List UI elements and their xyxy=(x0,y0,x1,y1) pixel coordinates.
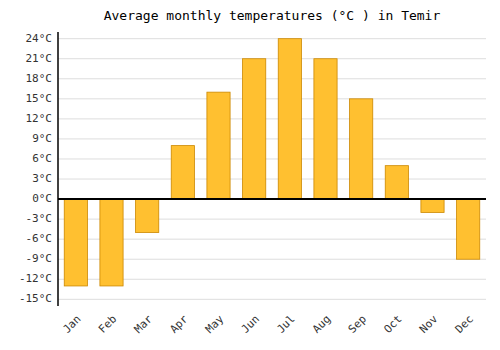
x-tick-label: May xyxy=(203,312,227,336)
x-tick-label: Apr xyxy=(167,312,191,336)
title: Average monthly temperatures (°C ) in Te… xyxy=(104,8,441,23)
y-tick-label: 9°C xyxy=(32,132,52,145)
grid-line xyxy=(58,179,486,180)
grid-line xyxy=(58,98,486,99)
bar xyxy=(207,92,230,199)
y-tick-label: 6°C xyxy=(32,152,52,165)
baseline xyxy=(58,198,486,200)
x-tick-label: Nov xyxy=(417,312,441,336)
grid-line xyxy=(58,78,486,79)
bar xyxy=(136,199,159,232)
grid-line xyxy=(58,118,486,119)
chart: -15°C -12°C -9°C -6°C -3°C 0°C 3°C 6°C 9°C 12°C 15… xyxy=(0,0,500,350)
x-tick-label: Aug xyxy=(310,313,333,336)
grid-line xyxy=(58,138,486,139)
bar xyxy=(457,199,480,259)
x-axis: Jan Feb Mar Apr May Jun Jul Aug Sep Oct Nov Dec xyxy=(60,312,476,336)
y-axis-line xyxy=(57,32,59,306)
bar xyxy=(385,166,408,199)
y-tick-label: 21°C xyxy=(26,52,53,65)
bar xyxy=(243,59,266,199)
y-tick-label: 3°C xyxy=(32,172,52,185)
x-tick-label: Jul xyxy=(274,313,297,336)
bar xyxy=(314,59,337,199)
bar xyxy=(421,199,444,212)
y-tick-label: -3°C xyxy=(26,212,53,225)
grid xyxy=(58,39,486,300)
bar xyxy=(100,199,123,286)
bars xyxy=(64,39,480,286)
y-tick-label: -6°C xyxy=(26,232,53,245)
x-tick-label: Dec xyxy=(453,313,476,336)
bar xyxy=(350,99,373,199)
bar xyxy=(278,39,301,199)
grid-line xyxy=(58,38,486,39)
x-tick-label: Sep xyxy=(346,313,369,336)
bar xyxy=(64,199,87,286)
x-tick-label: Jan xyxy=(60,313,83,336)
x-tick-label: Feb xyxy=(96,313,119,336)
x-tick-label: Oct xyxy=(381,313,404,336)
y-tick-label: -15°C xyxy=(19,292,52,305)
grid-line xyxy=(58,58,486,59)
y-tick-label: 24°C xyxy=(26,32,53,45)
grid-line xyxy=(58,299,486,300)
y-tick-label: 15°C xyxy=(26,92,53,105)
grid-line xyxy=(58,158,486,159)
y-tick-label: -12°C xyxy=(19,272,52,285)
y-tick-label: 18°C xyxy=(26,72,53,85)
bar xyxy=(171,146,194,199)
y-tick-label: -9°C xyxy=(26,252,53,265)
y-tick-label: 0°C xyxy=(32,192,52,205)
y-tick-label: 12°C xyxy=(26,112,53,125)
x-tick-label: Jun xyxy=(239,313,262,336)
x-tick-label: Mar xyxy=(132,312,156,336)
y-axis: -15°C -12°C -9°C -6°C -3°C 0°C 3°C 6°C 9°C 12°C 15… xyxy=(19,32,52,306)
grid-line xyxy=(58,199,486,200)
